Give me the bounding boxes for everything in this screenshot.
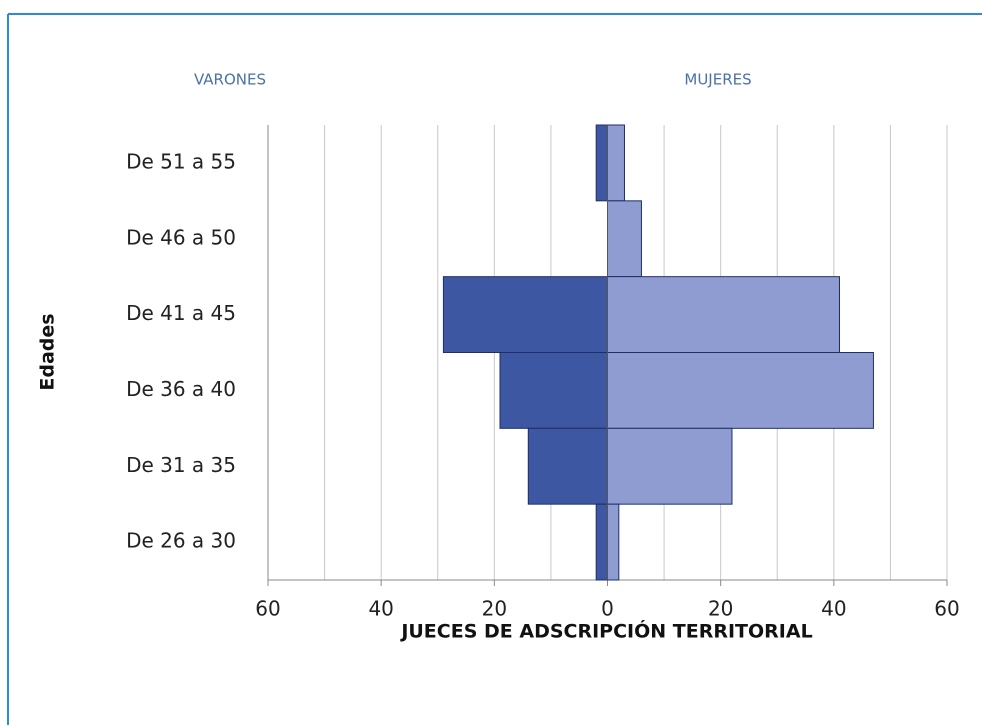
y-tick-label: De 51 a 55	[126, 149, 236, 173]
x-axis-label: JUECES DE ADSCRIPCIÓN TERRITORIAL	[399, 619, 812, 643]
bar	[607, 352, 874, 429]
bar	[442, 276, 608, 353]
bar	[607, 503, 620, 581]
series-header: MUJERES	[684, 71, 751, 89]
bar	[607, 200, 642, 278]
x-tick-label: 60	[934, 597, 959, 621]
bar	[595, 124, 609, 202]
y-tick-label: De 31 a 35	[126, 453, 236, 477]
x-tick-label: 60	[255, 597, 280, 621]
series-header: VARONES	[194, 71, 266, 89]
x-tick-label: 40	[821, 597, 846, 621]
x-tick-label: 20	[482, 597, 507, 621]
y-tick-label: De 46 a 50	[126, 225, 236, 249]
y-tick-label: De 36 a 40	[126, 377, 236, 401]
bar	[607, 276, 840, 353]
bar	[607, 427, 733, 505]
y-tick-label: De 41 a 45	[126, 301, 236, 325]
x-tick-label: 20	[708, 597, 733, 621]
y-tick-label: De 26 a 30	[126, 529, 236, 553]
x-tick-label: 0	[601, 597, 614, 621]
y-axis-label: Edades	[37, 313, 59, 390]
x-tick-label: 40	[368, 597, 393, 621]
bar	[499, 352, 608, 429]
bar	[527, 427, 608, 505]
bar	[595, 503, 609, 581]
bar	[607, 124, 625, 202]
